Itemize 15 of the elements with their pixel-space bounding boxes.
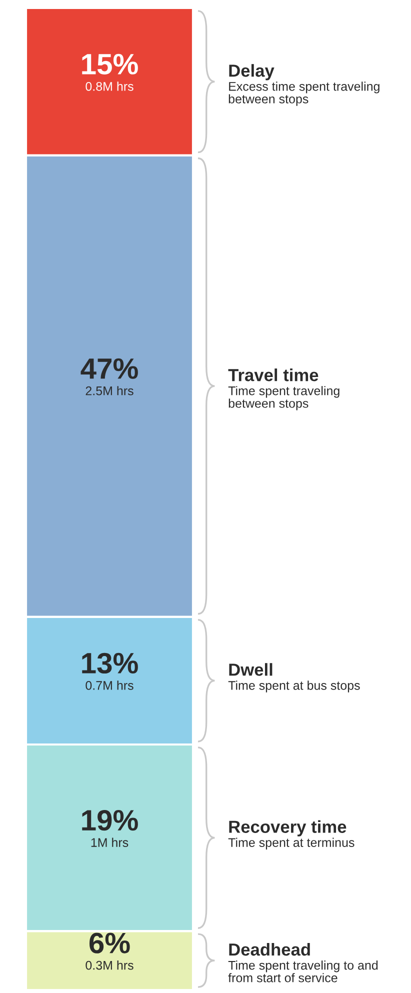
- text: Travel time: [228, 368, 318, 382]
- text: Dwell: [229, 663, 272, 676]
- text: Excess time spent traveling between stops: [228, 82, 380, 106]
- data-label: 6% 0.3M hrs: [86, 932, 134, 970]
- data-label: 19% 1M hrs: [82, 810, 138, 847]
- text: Delay: [229, 64, 274, 80]
- text: Time spent traveling between stops: [228, 386, 340, 410]
- text: Time spent at terminus: [228, 838, 354, 850]
- text: Time spent at bus stops: [228, 680, 360, 692]
- text: Recovery time: [229, 820, 346, 836]
- data-label: 47% 2.5M hrs: [80, 358, 138, 396]
- data-label: 15% 0.8M hrs: [82, 54, 138, 91]
- text: Time spent traveling to and from start of service: [228, 960, 378, 982]
- data-label: 13% 0.7M hrs: [82, 652, 138, 690]
- text: Deadhead: [229, 942, 310, 956]
